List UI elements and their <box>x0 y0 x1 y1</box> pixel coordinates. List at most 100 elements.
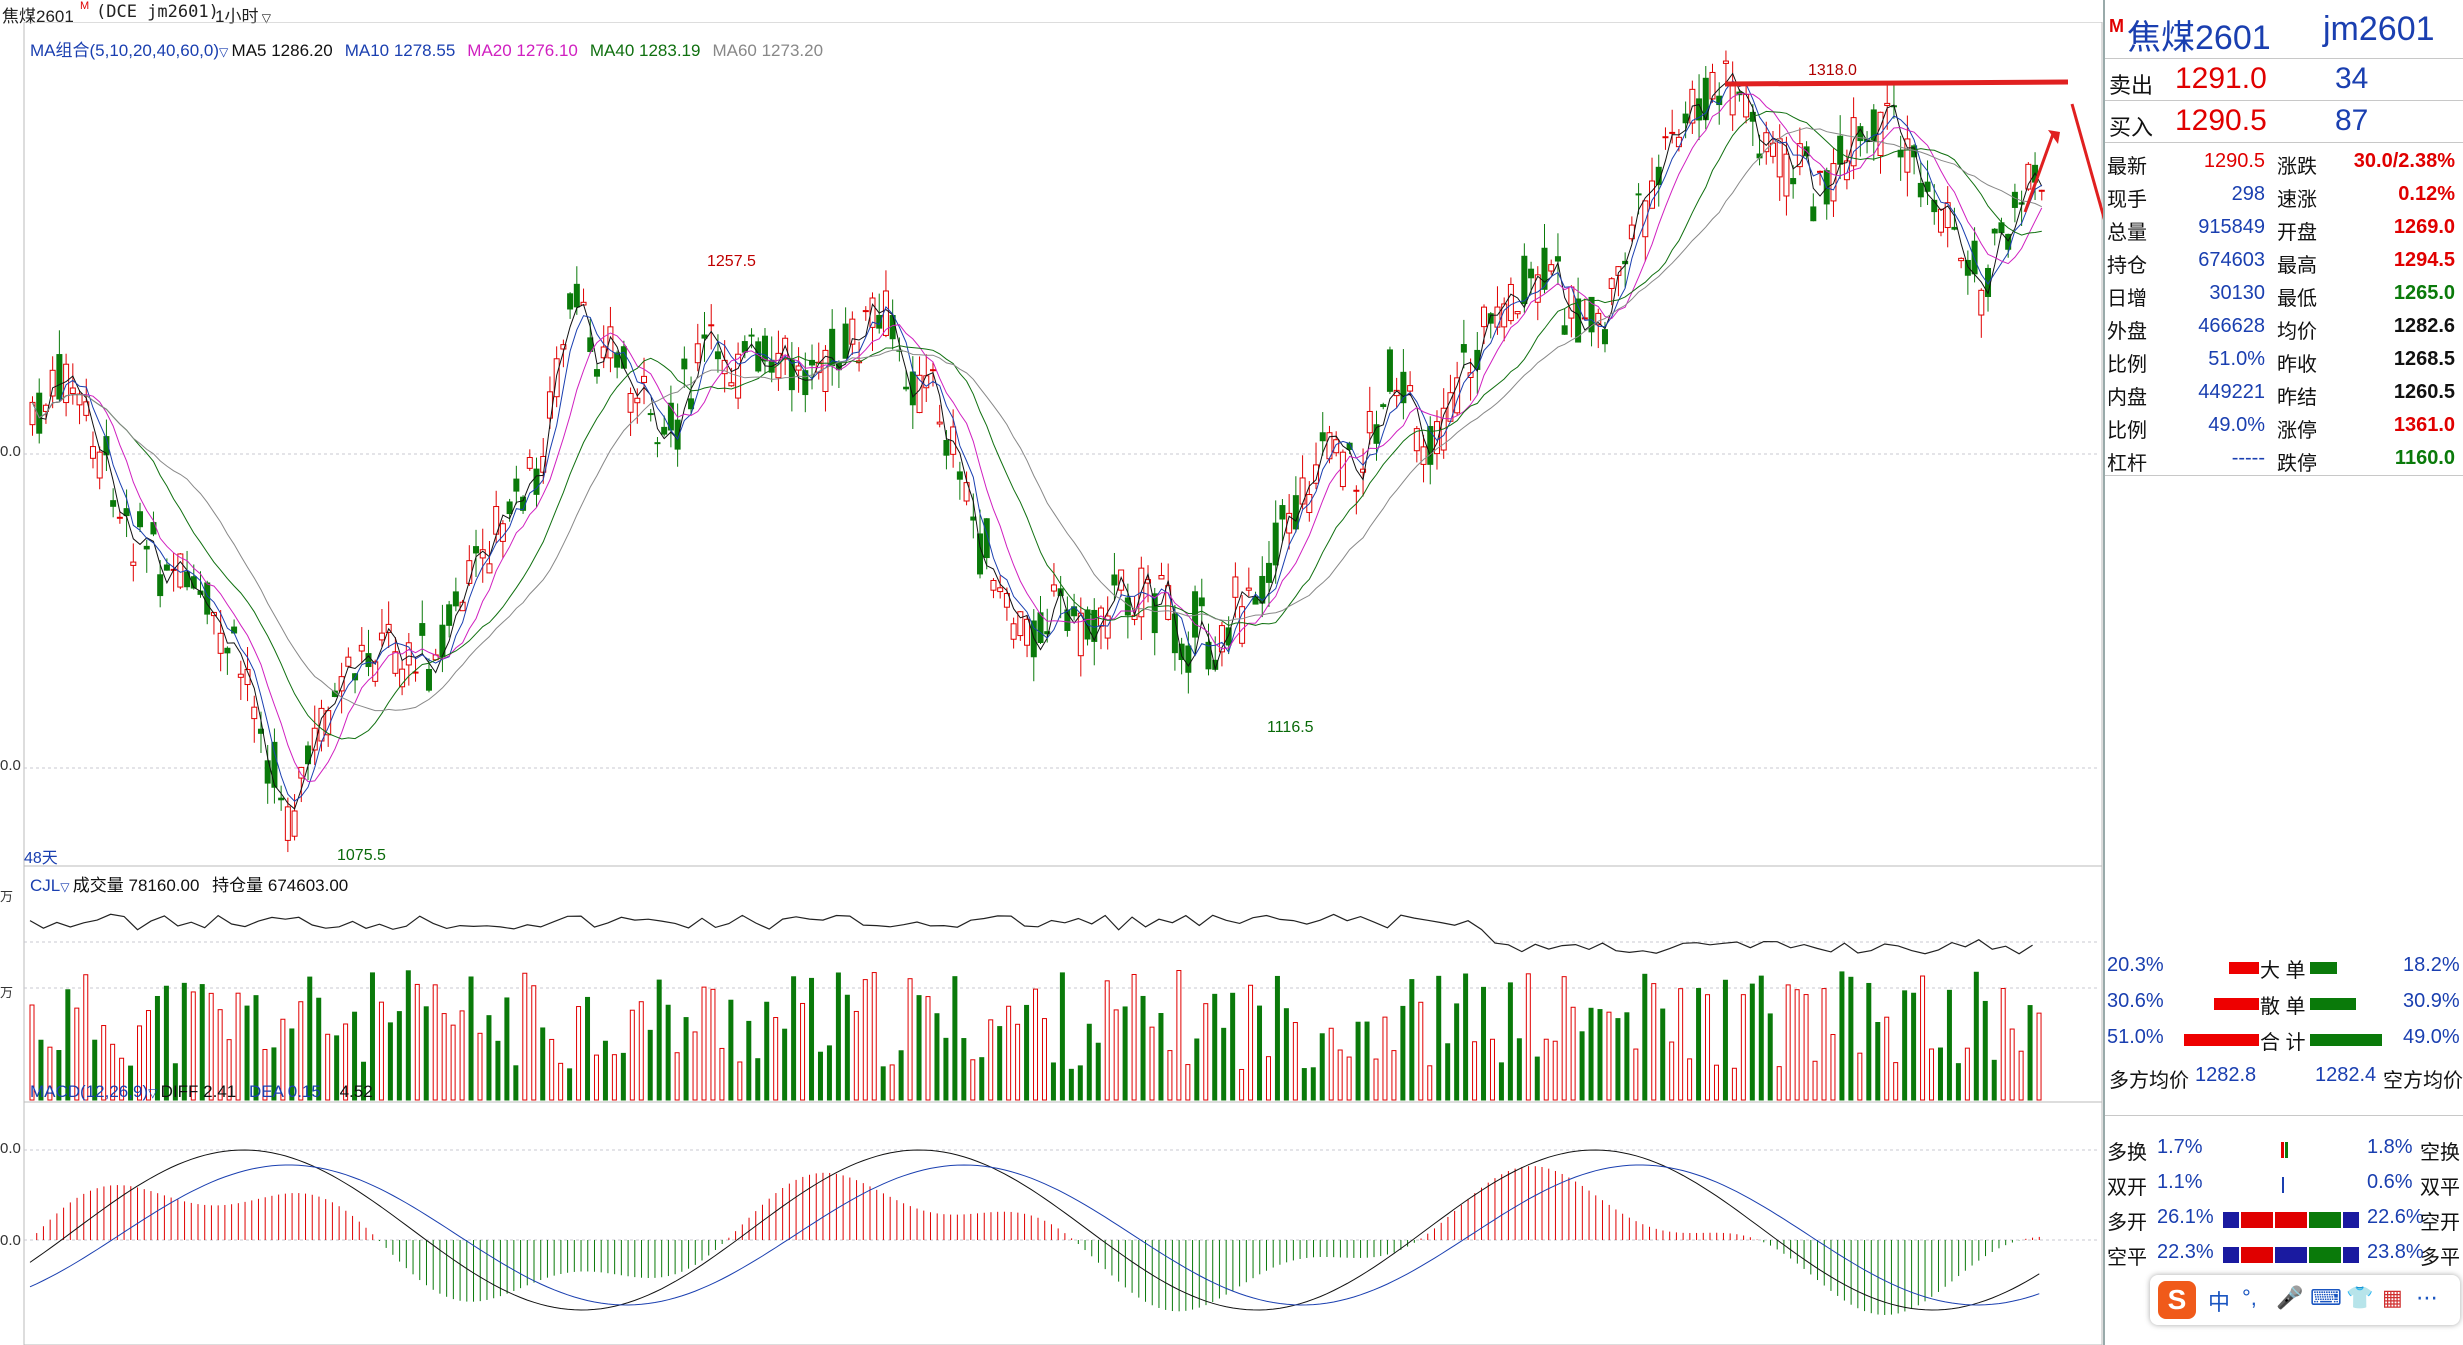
ma-legend-label[interactable]: MA组合(5,10,20,40,60,0) <box>30 41 219 60</box>
volume-bar <box>1696 987 1702 1101</box>
candle-body <box>1017 611 1024 637</box>
candle-body <box>425 668 432 691</box>
volume-bar <box>540 1027 546 1101</box>
position-label: 多开 <box>2107 1212 2147 1234</box>
dea-value: DEA 0.15 <box>249 1082 321 1101</box>
candle-body <box>1682 113 1689 124</box>
quote-stat-row[interactable]: 内盘 449221 昨结 1260.5 <box>2105 377 2463 409</box>
candle-body <box>1003 593 1010 608</box>
volume-bar <box>1337 1049 1343 1101</box>
ask-price: 1291.0 <box>2175 62 2267 95</box>
stat-value: 30130 <box>2209 282 2265 304</box>
volume-bar <box>163 985 169 1101</box>
volume-bar <box>92 1039 98 1101</box>
volume-bar <box>1409 979 1415 1101</box>
candle-body <box>1185 645 1192 673</box>
volume-bar <box>1489 1038 1495 1101</box>
candle-body <box>1279 505 1286 520</box>
candle-body <box>1709 71 1716 100</box>
candle-body <box>1521 255 1528 305</box>
volume-bar <box>208 992 214 1101</box>
volume-bar <box>1355 1021 1361 1101</box>
volume-bar <box>1033 988 1039 1101</box>
volume-bar <box>369 972 375 1101</box>
candle-body <box>533 468 540 495</box>
candle-body <box>634 397 641 404</box>
quote-stat-row[interactable]: 日增 30130 最低 1265.0 <box>2105 278 2463 310</box>
quote-stat-row[interactable]: 最新 1290.5 涨跌 30.0/2.38% <box>2105 146 2463 178</box>
candle-body <box>1951 226 1958 230</box>
position-bar <box>2275 1247 2307 1263</box>
stat-value: 30.0/2.38% <box>2353 150 2455 172</box>
quote-stat-row[interactable]: 持仓 674603 最高 1294.5 <box>2105 245 2463 277</box>
volume-bar <box>1991 1059 1997 1101</box>
candle-body <box>1998 222 2005 234</box>
volume-bar <box>1543 1038 1549 1101</box>
macd-indicator-label[interactable]: MACD(12,26,9) <box>30 1082 149 1101</box>
candle-body <box>338 676 345 692</box>
candle-body <box>1467 372 1474 378</box>
microphone-icon[interactable]: 🎤 <box>2276 1285 2304 1310</box>
chart-area[interactable]: MA组合(5,10,20,40,60,0)▽ MA5 1286.20 MA10 1… <box>0 22 2103 1345</box>
flow-buy-bar <box>2214 998 2259 1010</box>
ma60-line <box>32 127 2042 712</box>
chart-title-bar: 焦煤2601 M (DCE jm2601) 1小时 ▽ <box>0 0 2103 26</box>
candle-body <box>130 561 137 566</box>
volume-bar <box>1059 972 1065 1101</box>
quote-stat-row[interactable]: 杠杆 ----- 跌停 1160.0 <box>2105 443 2463 475</box>
candle-body <box>1386 349 1393 392</box>
quote-stat-row[interactable]: 比例 51.0% 昨收 1268.5 <box>2105 344 2463 376</box>
volume-bar <box>755 1058 761 1101</box>
ime-toolbar[interactable]: S 中 °, 🎤 ⌨ 👕 ▦ ⋯ <box>2150 1275 2460 1325</box>
more-icon[interactable]: ⋯ <box>2416 1285 2438 1310</box>
bid-row[interactable]: 买入 1290.5 87 <box>2105 102 2463 140</box>
flow-buy-bar <box>2184 1034 2259 1046</box>
volume-bar <box>1131 973 1137 1101</box>
candle-body <box>1427 426 1434 465</box>
volume-bar <box>1534 1056 1540 1101</box>
candle-body <box>1339 451 1346 488</box>
candle-body <box>1722 60 1729 64</box>
volume-bar <box>674 1052 680 1101</box>
candle-body <box>2005 233 2012 250</box>
ma-legend-item: MA5 1286.20 <box>231 41 333 60</box>
candle-body <box>1971 240 1978 275</box>
candle-body <box>1595 312 1602 326</box>
candle-body <box>708 324 715 327</box>
skin-icon[interactable]: 👕 <box>2346 1285 2374 1310</box>
chart-canvas[interactable] <box>0 22 2103 1345</box>
candle-body <box>1178 643 1185 661</box>
period-selector[interactable]: 1小时 ▽ <box>215 2 271 27</box>
ma20-line <box>32 92 2043 783</box>
ime-chinese-mode-icon[interactable]: 中 <box>2208 1290 2231 1315</box>
quote-stat-row[interactable]: 现手 298 速涨 0.12% <box>2105 179 2463 211</box>
volume-indicator-label[interactable]: CJL <box>30 876 61 895</box>
ask-row[interactable]: 卖出 1291.0 34 <box>2105 60 2463 98</box>
volume-bar <box>65 989 71 1101</box>
candle-body <box>1601 329 1608 345</box>
quote-stat-row[interactable]: 外盘 466628 均价 1282.6 <box>2105 311 2463 343</box>
position-label: 空换 <box>2420 1142 2460 1164</box>
volume-bar <box>441 1013 447 1101</box>
volume-bar <box>701 986 707 1101</box>
toolbox-icon[interactable]: ▦ <box>2382 1285 2403 1310</box>
volume-bar <box>1104 980 1110 1101</box>
volume-bar <box>504 997 510 1101</box>
quote-stat-row[interactable]: 比例 49.0% 涨停 1361.0 <box>2105 410 2463 442</box>
volume-bar <box>1382 1016 1388 1101</box>
quote-stat-row[interactable]: 总量 915849 开盘 1269.0 <box>2105 212 2463 244</box>
ime-logo-icon[interactable]: S <box>2158 1281 2196 1319</box>
candle-body <box>997 587 1004 593</box>
flow-label: 合 计 <box>2260 1032 2306 1054</box>
days-label: 48天 <box>24 850 58 867</box>
resistance-line <box>1724 79 2069 87</box>
ime-punctuation-icon[interactable]: °, <box>2242 1285 2257 1310</box>
keyboard-icon[interactable]: ⌨ <box>2310 1285 2342 1310</box>
stat-label: 最高 <box>2277 255 2317 277</box>
volume-bar <box>405 970 411 1101</box>
candle-body <box>311 727 318 751</box>
volume-bar <box>110 1043 116 1101</box>
volume-bar <box>1678 988 1684 1101</box>
price-axis-label: 0.0 <box>0 443 21 460</box>
volume-bar <box>1830 1034 1836 1101</box>
